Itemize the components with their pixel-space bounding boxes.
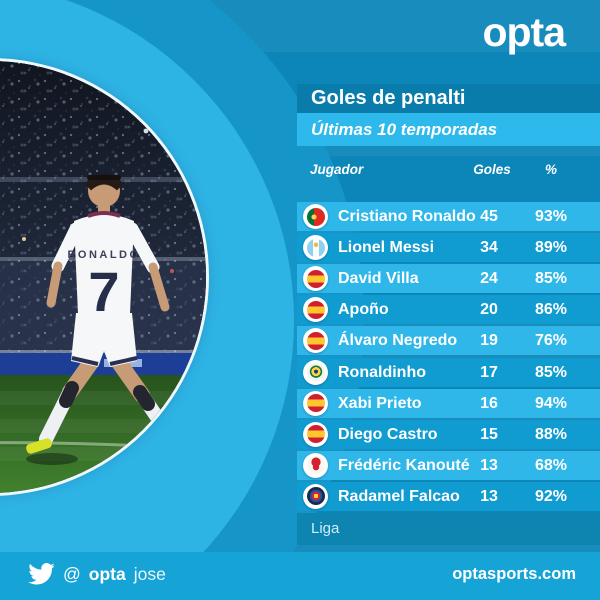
- player-name: David Villa: [338, 270, 419, 288]
- goals-value: 13: [480, 456, 498, 474]
- player-name: Frédéric Kanouté: [338, 456, 470, 474]
- player-name: Radamel Falcao: [338, 487, 460, 505]
- jersey-number: 7: [88, 260, 119, 323]
- player-name: Cristiano Ronaldo: [338, 208, 476, 225]
- pct-value: 92%: [534, 487, 568, 505]
- brazil-crest-icon: [303, 359, 328, 385]
- table-row: Álvaro Negredo 19 76%: [297, 326, 600, 356]
- goals-value: 13: [480, 487, 498, 505]
- pct-value: 88%: [534, 425, 568, 443]
- goals-value: 17: [480, 363, 498, 381]
- footer-band: [0, 552, 600, 600]
- twitter-icon: [28, 563, 55, 585]
- twitter-handle-link[interactable]: @ opta jose: [28, 563, 166, 585]
- player-name: Álvaro Negredo: [338, 332, 458, 350]
- goals-value: 24: [480, 270, 498, 288]
- player-figure: RONALDO 7: [26, 174, 202, 465]
- spain-flag-icon: [303, 421, 328, 447]
- table-header: Jugador Goles %: [297, 157, 600, 183]
- player-name: Lionel Messi: [338, 239, 435, 257]
- argentina-crest-icon: [303, 235, 328, 261]
- twitter-at: @: [63, 563, 81, 584]
- goals-value: 20: [480, 301, 498, 319]
- page-subtitle: Últimas 10 temporadas: [297, 113, 600, 146]
- portugal-flag-icon: [303, 204, 328, 229]
- jersey-name: RONALDO: [67, 249, 140, 261]
- league-note: Liga: [297, 513, 600, 545]
- spain-flag-icon: [303, 297, 328, 323]
- goals-value: 19: [480, 332, 498, 350]
- opta-logo: opta: [482, 9, 566, 55]
- player-name: Xabi Prieto: [338, 394, 422, 412]
- spain-flag-icon: [303, 390, 328, 416]
- pct-value: 86%: [534, 301, 568, 319]
- twitter-handle-bold: opta: [88, 563, 126, 584]
- table-row: Cristiano Ronaldo 45 93%: [297, 202, 600, 231]
- colombia-crest-icon: [303, 483, 328, 509]
- column-header-goals: Goles: [473, 162, 511, 177]
- player-name: Diego Castro: [338, 425, 438, 443]
- table-row: Ronaldinho 17 85%: [297, 357, 600, 387]
- sevilla-crest-icon: [303, 452, 328, 478]
- pct-value: 94%: [534, 394, 568, 412]
- pct-value: 89%: [534, 239, 568, 257]
- spain-flag-icon: [303, 266, 328, 292]
- pct-value: 85%: [534, 363, 568, 381]
- goals-value: 34: [480, 239, 498, 257]
- table-row: Xabi Prieto 16 94%: [297, 388, 600, 418]
- table-row: Frédéric Kanouté 13 68%: [297, 450, 600, 480]
- column-header-pct: %: [544, 162, 557, 177]
- pct-value: 68%: [534, 456, 568, 474]
- pct-value: 93%: [534, 208, 568, 225]
- column-header-player: Jugador: [310, 162, 364, 177]
- goals-value: 16: [480, 394, 498, 412]
- page-title: Goles de penalti: [297, 84, 600, 113]
- goals-value: 45: [480, 208, 498, 225]
- table-row: David Villa 24 85%: [297, 264, 600, 294]
- pct-value: 76%: [534, 332, 568, 350]
- optasports-link[interactable]: optasports.com: [452, 565, 576, 583]
- twitter-handle-light: jose: [133, 563, 166, 584]
- pct-value: 85%: [534, 270, 568, 288]
- table-row: Apoño 20 86%: [297, 295, 600, 325]
- table-row: Radamel Falcao 13 92%: [297, 481, 600, 511]
- player-name: Ronaldinho: [338, 363, 426, 381]
- goals-value: 15: [480, 425, 498, 443]
- spain-flag-icon: [303, 328, 328, 354]
- table-row: Diego Castro 15 88%: [297, 419, 600, 449]
- table-row: Lionel Messi 34 89%: [297, 233, 600, 263]
- player-name: Apoño: [338, 301, 389, 319]
